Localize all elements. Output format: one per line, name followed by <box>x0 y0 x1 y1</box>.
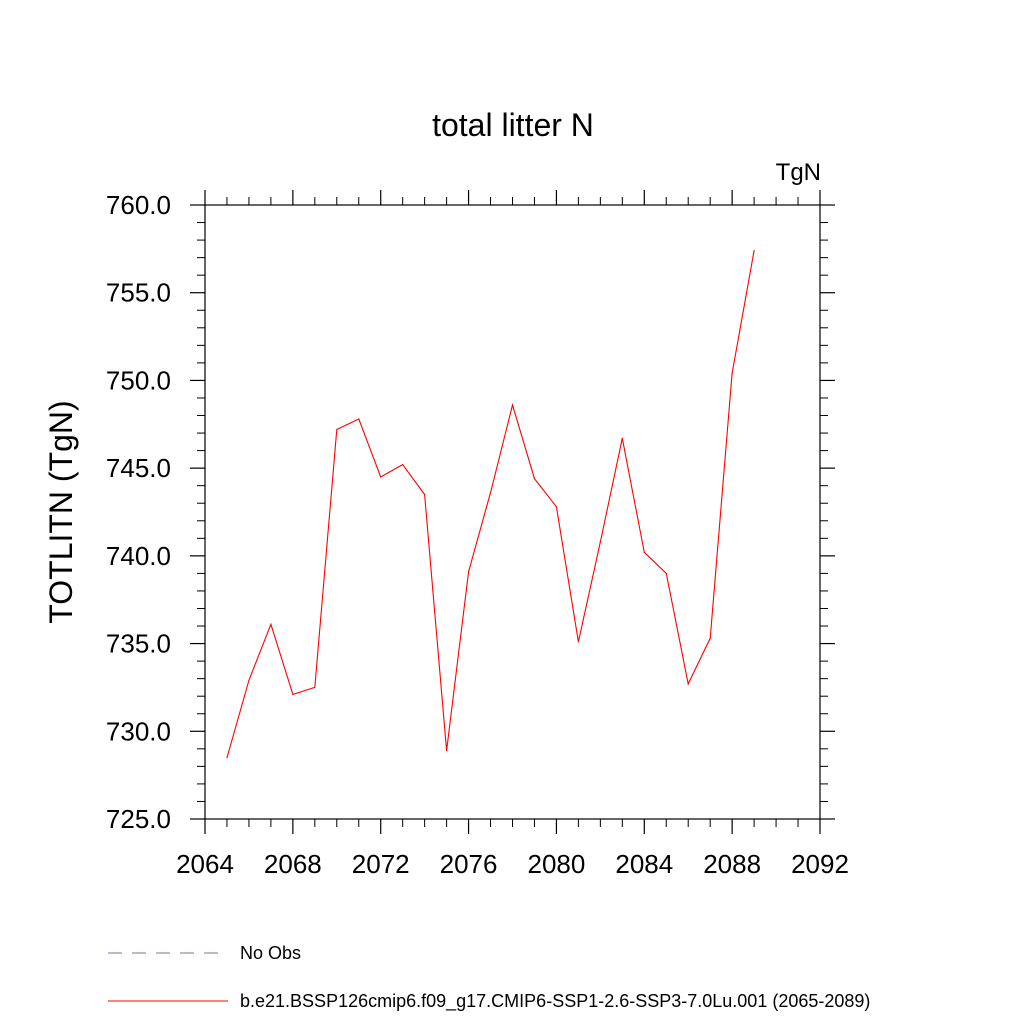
data-point <box>467 571 470 573</box>
data-point <box>248 679 250 682</box>
x-tick-label: 2068 <box>264 849 322 879</box>
data-point <box>577 641 579 643</box>
data-point <box>753 250 755 252</box>
data-point <box>643 551 645 553</box>
data-point <box>621 437 623 439</box>
y-tick-label: 745.0 <box>106 453 171 483</box>
data-point <box>380 476 382 478</box>
units-label: TgN <box>776 159 821 186</box>
x-tick-label: 2064 <box>176 849 234 879</box>
x-tick-label: 2076 <box>440 849 498 879</box>
y-tick-labels: 725.0 730.0 735.0 740.0 745.0 750.0 755.0 760.0 <box>106 190 171 834</box>
y-tick-label: 755.0 <box>106 278 171 308</box>
y-axis-label: TOTLITN (TgN) <box>43 400 79 623</box>
data-point <box>358 418 360 420</box>
data-point <box>336 428 338 431</box>
y-tick-label: 760.0 <box>106 190 171 220</box>
major-ticks <box>190 190 835 834</box>
y-tick-label: 735.0 <box>106 629 171 659</box>
data-point <box>731 372 733 375</box>
data-point <box>270 623 272 625</box>
series-group <box>226 250 755 759</box>
data-point <box>402 464 404 466</box>
data-point <box>665 572 667 575</box>
y-tick-label: 750.0 <box>106 365 171 395</box>
data-point <box>709 637 711 639</box>
plot-frame <box>204 204 821 820</box>
x-tick-label: 2088 <box>703 849 761 879</box>
data-point <box>446 749 448 752</box>
data-point <box>511 404 514 406</box>
minor-ticks <box>197 197 828 827</box>
y-tick-label: 730.0 <box>106 716 171 746</box>
data-point <box>424 493 426 496</box>
x-tick-label: 2092 <box>791 849 849 879</box>
legend-label-model: b.e21.BSSP126cmip6.f09_g17.CMIP6-SSP1-2.… <box>240 991 870 1012</box>
x-tick-label: 2072 <box>352 849 410 879</box>
data-point <box>533 478 536 480</box>
series-line <box>226 250 755 758</box>
data-point <box>292 693 294 696</box>
data-point <box>687 683 689 685</box>
x-tick-label: 2080 <box>528 849 586 879</box>
data-point <box>226 757 228 759</box>
y-tick-label: 725.0 <box>106 804 171 834</box>
data-point <box>314 686 316 689</box>
data-point <box>599 541 601 543</box>
y-tick-label: 740.0 <box>106 541 171 571</box>
data-point <box>489 492 492 494</box>
chart-title: total litter N <box>432 107 594 143</box>
x-tick-label: 2084 <box>615 849 673 879</box>
data-point <box>555 506 558 508</box>
x-tick-labels: 2064 2068 2072 2076 2080 2084 2088 2092 <box>176 849 849 879</box>
legend: No Obs b.e21.BSSP126cmip6.f09_g17.CMIP6-… <box>108 943 870 1012</box>
legend-label-no-obs: No Obs <box>240 943 301 963</box>
